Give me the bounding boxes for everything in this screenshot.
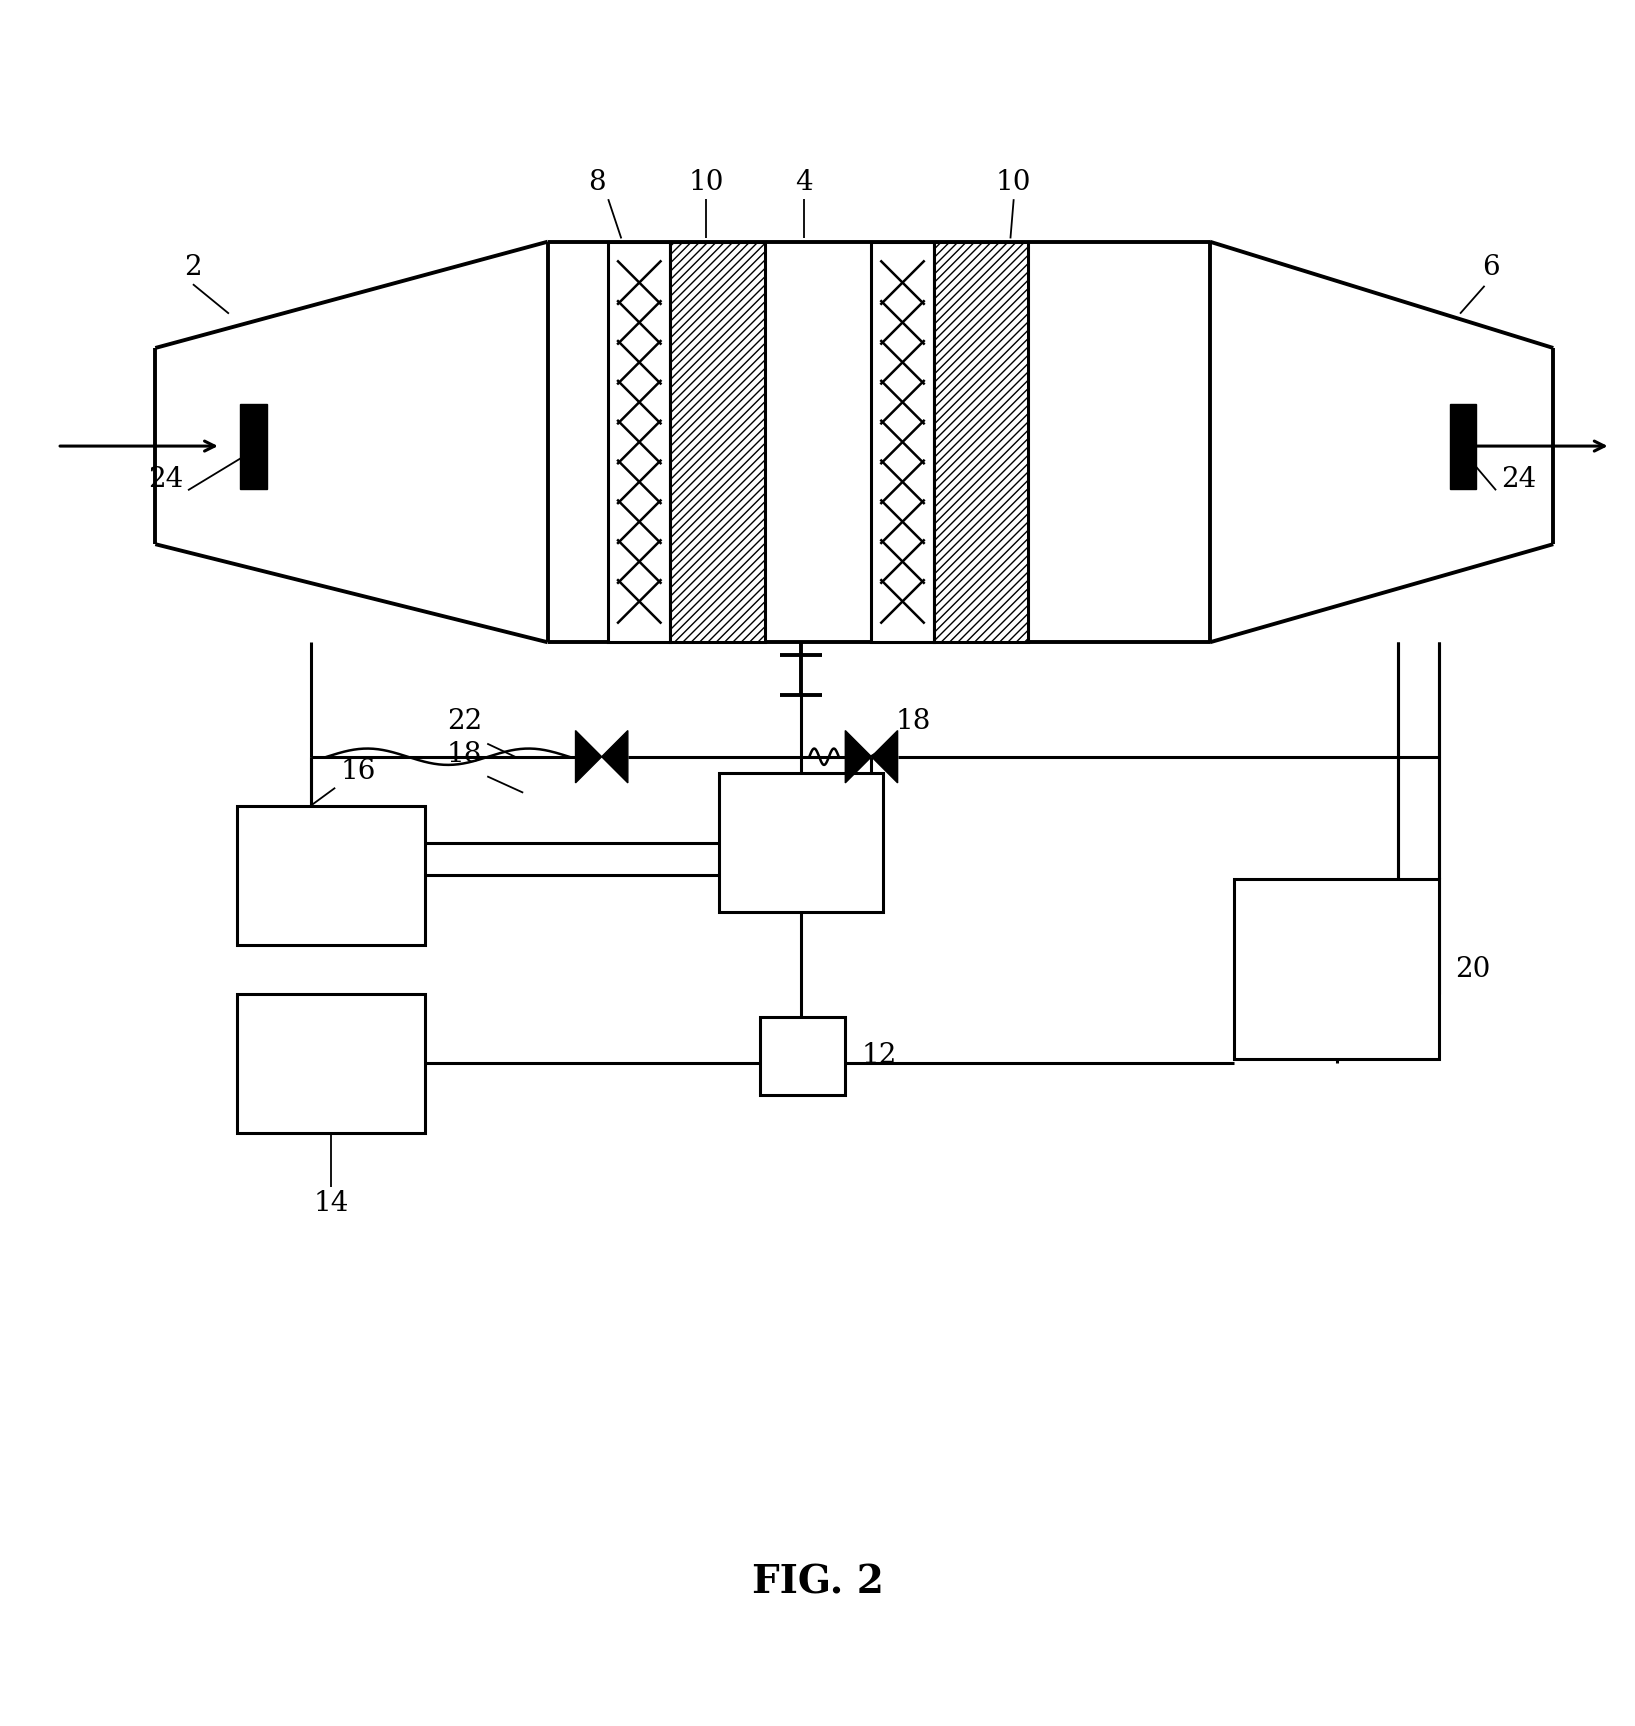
Bar	[871, 242, 934, 642]
Bar	[1450, 404, 1476, 488]
Text: 18: 18	[446, 740, 482, 768]
Bar	[548, 242, 1210, 642]
Bar	[608, 242, 670, 642]
Bar	[719, 773, 883, 911]
Polygon shape	[576, 730, 602, 784]
Text: 14: 14	[314, 1189, 348, 1217]
Bar	[237, 806, 425, 944]
Text: 12: 12	[862, 1043, 898, 1070]
Bar	[1234, 879, 1439, 1060]
Bar	[760, 1017, 845, 1096]
Polygon shape	[602, 730, 628, 784]
Text: FIG. 2: FIG. 2	[752, 1564, 883, 1602]
Bar	[670, 242, 765, 642]
Text: 16: 16	[340, 758, 376, 785]
Bar	[237, 994, 425, 1132]
Text: 18: 18	[896, 708, 932, 735]
Text: 2: 2	[185, 254, 201, 281]
Polygon shape	[845, 730, 871, 784]
Polygon shape	[871, 730, 898, 784]
Text: 10: 10	[688, 169, 724, 197]
Text: 22: 22	[446, 708, 482, 735]
Bar	[934, 242, 1028, 642]
Text: 4: 4	[796, 169, 813, 197]
Text: 24: 24	[147, 466, 183, 494]
Text: 20: 20	[1455, 956, 1491, 982]
Text: 24: 24	[1501, 466, 1537, 494]
Text: 8: 8	[589, 169, 605, 197]
Text: 10: 10	[996, 169, 1032, 197]
Text: 6: 6	[1483, 254, 1499, 281]
Bar	[240, 404, 267, 488]
Bar	[765, 242, 871, 642]
